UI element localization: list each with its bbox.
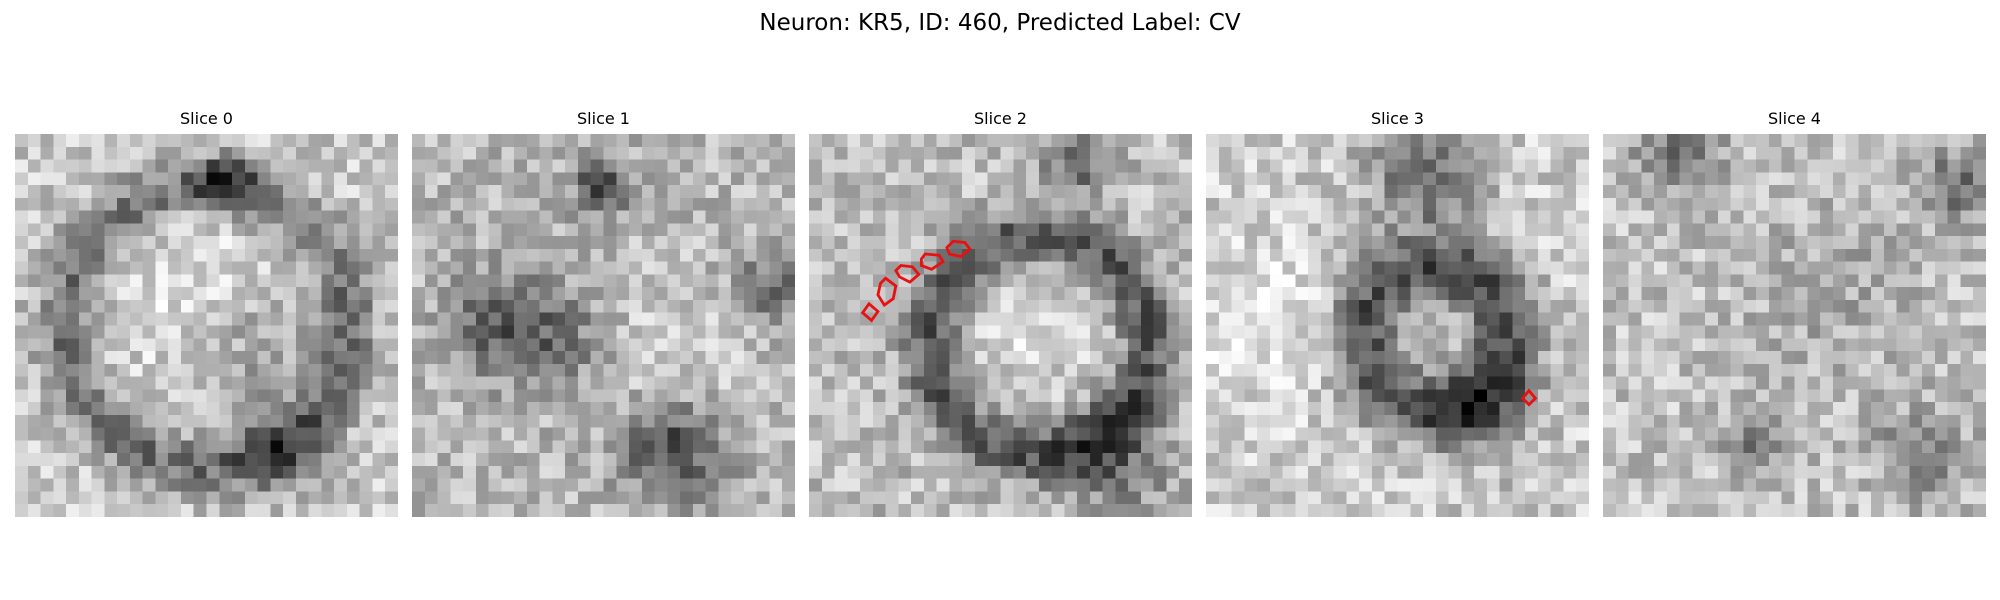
- slice-image-0: [15, 134, 398, 517]
- slice-image-2: [809, 134, 1192, 517]
- contour-2-2: [894, 264, 921, 284]
- slice-title-0: Slice 0: [180, 109, 233, 128]
- slice-image-1: [412, 134, 795, 517]
- contour-2-0: [860, 301, 880, 323]
- figure-title: Neuron: KR5, ID: 460, Predicted Label: C…: [759, 10, 1241, 36]
- slice-title-1: Slice 1: [577, 109, 630, 128]
- contour-2-4: [945, 239, 972, 259]
- slice-title-4: Slice 4: [1768, 109, 1821, 128]
- contour-3-0: [1520, 388, 1538, 407]
- slice-image-4: [1603, 134, 1986, 517]
- slice-image-3: [1206, 134, 1589, 517]
- slice-title-3: Slice 3: [1371, 109, 1424, 128]
- contour-2-1: [876, 276, 898, 308]
- slice-title-2: Slice 2: [974, 109, 1027, 128]
- contour-2-3: [919, 252, 945, 271]
